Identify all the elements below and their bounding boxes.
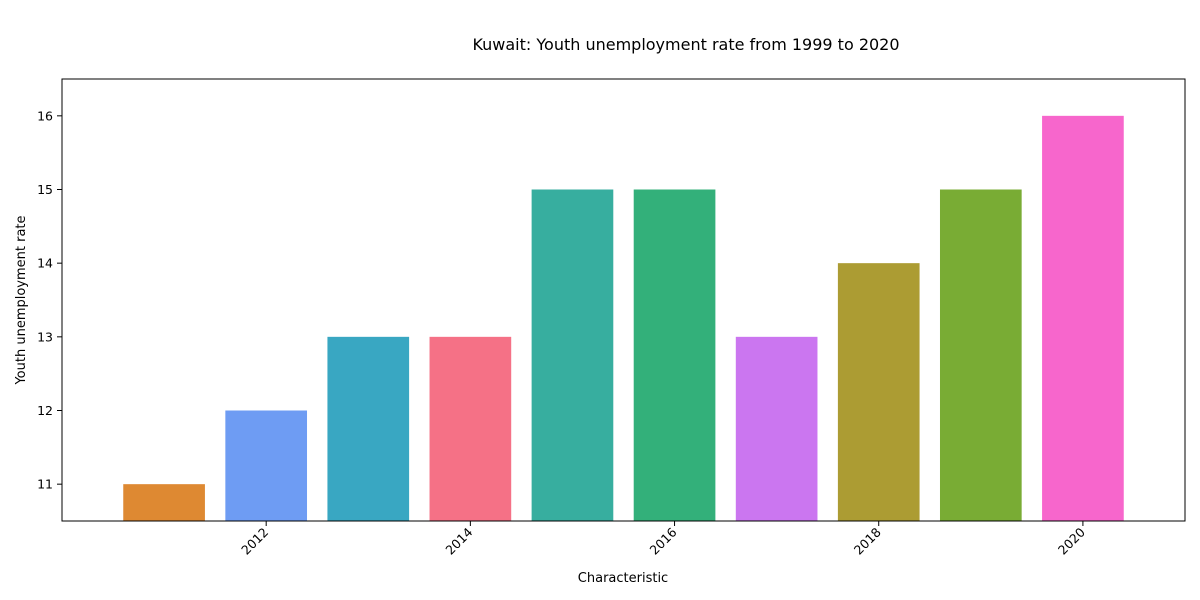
y-tick-label-15: 15 — [37, 182, 53, 197]
y-axis: 11 12 13 14 15 16 — [37, 108, 62, 492]
y-tick-label-14: 14 — [37, 256, 53, 271]
bar-2016 — [633, 189, 716, 521]
y-tick-label-11: 11 — [37, 477, 53, 492]
chart-title: Kuwait: Youth unemployment rate from 199… — [472, 35, 899, 54]
y-tick-label-12: 12 — [37, 403, 53, 418]
bar-2011 — [123, 484, 205, 521]
bar-2020 — [1042, 115, 1124, 521]
bars — [123, 115, 1124, 521]
x-tick-label-2020: 2020 — [1055, 524, 1088, 557]
x-axis: 2012 2014 2016 2018 2020 — [238, 521, 1088, 558]
x-tick-label-2016: 2016 — [647, 524, 680, 557]
bar-2017 — [735, 336, 818, 521]
bar-2015 — [531, 189, 614, 521]
bar-2019 — [939, 189, 1022, 521]
bar-2014 — [429, 336, 512, 521]
plot-frame — [61, 78, 1186, 522]
bar-2012 — [225, 410, 308, 521]
bar-2013 — [327, 336, 410, 521]
y-axis-label: Youth unemployment rate — [14, 215, 29, 385]
x-tick-label-2014: 2014 — [442, 524, 475, 557]
bar-2018 — [837, 263, 920, 521]
y-tick-label-13: 13 — [37, 329, 53, 344]
x-tick-label-2012: 2012 — [238, 525, 271, 558]
y-tick-label-16: 16 — [37, 108, 53, 123]
x-tick-label-2018: 2018 — [851, 524, 884, 557]
x-axis-label: Characteristic — [578, 571, 668, 586]
